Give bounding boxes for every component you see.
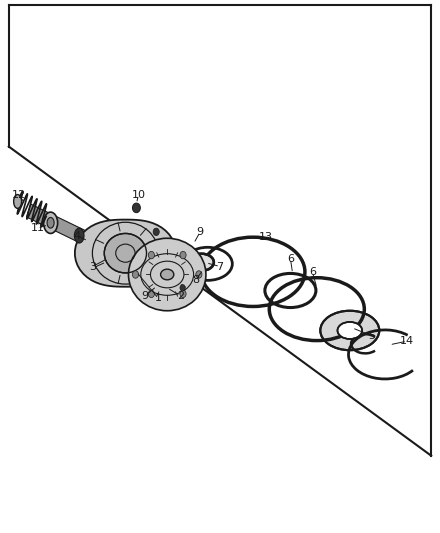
Ellipse shape (320, 311, 379, 350)
Text: 6: 6 (309, 267, 316, 277)
Ellipse shape (337, 322, 362, 339)
Text: 5: 5 (368, 331, 375, 341)
Text: 3: 3 (89, 262, 96, 271)
Ellipse shape (128, 238, 206, 311)
Polygon shape (75, 220, 176, 287)
Ellipse shape (47, 217, 54, 228)
Text: 9: 9 (197, 227, 204, 237)
Ellipse shape (104, 233, 147, 273)
Ellipse shape (44, 212, 58, 233)
Text: 10: 10 (132, 190, 146, 199)
Circle shape (148, 290, 154, 297)
Text: 14: 14 (400, 336, 414, 346)
Text: 4: 4 (73, 231, 81, 240)
Ellipse shape (161, 269, 174, 280)
Circle shape (148, 252, 154, 259)
Text: 11: 11 (30, 223, 44, 233)
Text: 12: 12 (11, 190, 26, 199)
Circle shape (132, 271, 139, 278)
Circle shape (180, 290, 186, 297)
Circle shape (196, 271, 202, 278)
Circle shape (180, 252, 186, 259)
Text: 6: 6 (287, 254, 294, 263)
Circle shape (180, 285, 185, 291)
Text: 7: 7 (216, 262, 224, 271)
Ellipse shape (74, 228, 84, 243)
Text: 2: 2 (177, 291, 184, 301)
Text: 13: 13 (259, 232, 273, 242)
Ellipse shape (189, 254, 214, 271)
Text: 9: 9 (142, 291, 149, 301)
Polygon shape (26, 204, 97, 249)
Circle shape (132, 203, 140, 213)
Ellipse shape (14, 195, 22, 208)
Text: 8: 8 (192, 275, 199, 285)
Circle shape (153, 228, 159, 236)
Text: 1: 1 (155, 294, 162, 303)
